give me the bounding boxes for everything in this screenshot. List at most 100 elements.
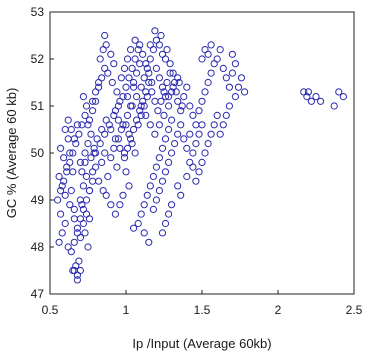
data-point [123,144,132,152]
y-axis: 47 48 49 50 51 52 53 [31,5,54,301]
data-point [130,125,138,134]
data-point [89,107,97,115]
data-point [165,93,173,101]
data-point [180,93,188,101]
data-point [186,158,194,166]
data-point [158,144,167,152]
data-point [64,116,72,124]
data-point [67,125,75,134]
data-point [136,41,144,49]
data-point [137,210,145,218]
data-point [81,158,89,166]
data-point [134,219,142,228]
data-point [157,97,165,105]
data-point [155,187,163,195]
data-point [89,97,97,105]
data-point [237,74,246,82]
data-point [216,46,224,54]
data-point [183,144,191,152]
data-point [151,130,159,138]
data-point [128,64,136,73]
data-point [98,125,106,134]
data-point [114,135,123,143]
data-point [231,93,239,101]
data-point [72,140,80,148]
y-tick-label: 53 [31,5,45,19]
data-point [113,88,121,96]
data-point [55,238,63,246]
data-point [158,229,167,237]
data-point [137,83,145,91]
data-point [216,130,224,138]
data-point [142,111,150,120]
data-point [79,182,88,190]
data-point [60,154,68,162]
data-point [228,50,236,58]
x-tick-label: 2 [275,303,282,317]
y-tick-label: 48 [31,240,45,254]
data-point [82,172,91,181]
data-point [204,140,212,148]
data-point [76,266,85,275]
data-point [73,229,82,237]
data-point [102,191,110,199]
data-point [151,97,159,105]
data-point [128,140,136,148]
data-point [123,93,132,101]
data-point [90,144,98,152]
data-point [303,93,311,101]
data-point [207,130,215,138]
data-point [186,130,194,138]
data-point [140,74,148,82]
data-point [312,93,320,101]
data-point [79,205,88,213]
data-point [73,276,82,284]
data-point [120,154,129,162]
data-point [174,97,182,105]
data-point [64,135,72,143]
data-point [155,154,163,162]
data-point [127,135,135,143]
data-point [228,69,236,77]
data-point [61,191,69,199]
data-point [93,135,101,143]
data-point [177,107,185,115]
data-point [70,238,78,246]
data-point [189,111,197,120]
data-point [174,74,182,82]
data-point [178,102,186,110]
data-point [57,144,65,152]
data-point [207,69,215,77]
data-point [195,168,203,176]
data-point [54,196,62,204]
data-point [130,78,138,87]
data-point [134,46,142,54]
data-point [168,201,176,209]
data-point [241,88,249,96]
data-point [107,201,115,209]
data-point [165,210,173,218]
data-point [81,149,89,157]
data-point [139,97,147,105]
data-point [114,116,123,124]
data-point [125,74,133,82]
data-point [339,93,347,101]
data-point [158,177,167,185]
data-point [198,55,206,63]
data-point [207,41,215,49]
data-point [107,125,115,134]
data-point [183,172,191,181]
data-point [165,125,173,134]
data-point [151,27,159,35]
data-point [140,229,148,237]
data-point [165,102,173,110]
data-point [116,144,124,152]
data-point [155,121,163,129]
data-point [172,88,180,96]
data-point [201,149,209,157]
data-point [161,219,170,228]
data-point [133,93,141,101]
data-point [136,107,144,115]
data-point [113,163,121,171]
data-point [143,191,151,199]
